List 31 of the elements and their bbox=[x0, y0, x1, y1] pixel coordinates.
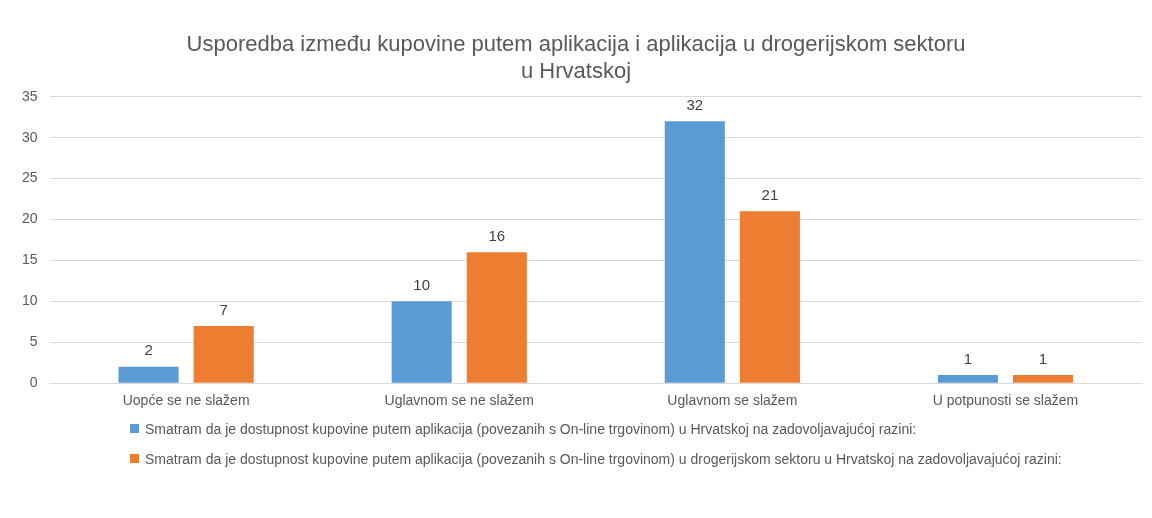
data-label: 7 bbox=[219, 300, 228, 318]
bar bbox=[193, 325, 254, 383]
bar bbox=[739, 211, 800, 383]
y-tick-label: 10 bbox=[21, 292, 38, 309]
data-label: 21 bbox=[761, 186, 779, 203]
y-tick-label: 5 bbox=[29, 333, 38, 350]
legend-label: Smatram da je dostupnost kupovine putem aplikacija (povezanih s On-line trgovinom) u drogerijskom sektoru u Hrvatskoj na zadovoljavajućoj razini: bbox=[145, 450, 1062, 468]
y-tick-label: 0 bbox=[29, 374, 38, 391]
data-label: 2 bbox=[144, 341, 153, 359]
data-label: 10 bbox=[413, 276, 431, 294]
x-tick-label: U potpunosti se slažem bbox=[932, 392, 1079, 409]
y-tick-label: 25 bbox=[21, 169, 38, 186]
bar bbox=[391, 301, 452, 383]
x-tick-label: Uglavnom se slažem bbox=[667, 392, 798, 409]
y-tick-label: 35 bbox=[21, 87, 38, 104]
y-tick-label: 20 bbox=[21, 210, 38, 227]
x-tick-label: Uglavnom se ne slažem bbox=[384, 392, 534, 409]
data-label: 32 bbox=[686, 95, 704, 113]
bar bbox=[118, 366, 179, 383]
legend-label: Smatram da je dostupnost kupovine putem aplikacija (povezanih s On-line trgovinom) u Hrvatskoj na zadovoljavajućoj razini: bbox=[145, 420, 917, 438]
x-tick-label: Uopće se ne slažem bbox=[122, 392, 250, 409]
chart-title: Usporedba između kupovine putem aplikacija i aplikacija u drogerijskom sektoru u Hrvatskoj bbox=[186, 31, 966, 83]
y-tick-label: 15 bbox=[21, 251, 38, 268]
bar bbox=[466, 252, 527, 383]
bar bbox=[937, 375, 998, 383]
bar bbox=[1012, 375, 1074, 383]
data-label: 1 bbox=[963, 349, 973, 367]
data-label: 1 bbox=[1038, 349, 1048, 367]
data-label: 16 bbox=[488, 226, 506, 244]
bar bbox=[664, 121, 725, 383]
y-tick-label: 30 bbox=[21, 128, 38, 145]
